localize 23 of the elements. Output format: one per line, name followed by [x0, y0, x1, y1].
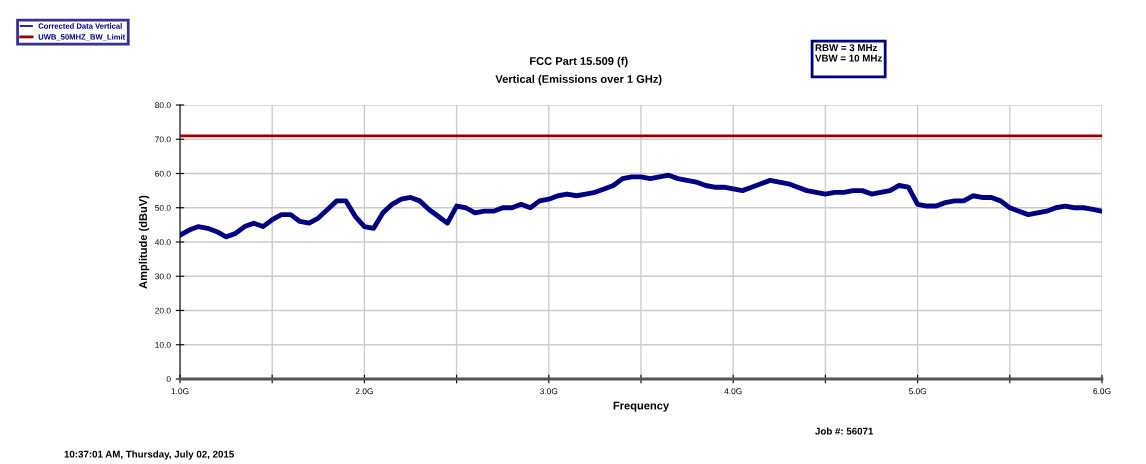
text: Job #: 56071 — [815, 427, 874, 435]
chart-subtitle: Vertical (Emissions over 1 GHz) — [495, 74, 662, 86]
x-axis-title: Frequency — [613, 401, 670, 412]
y-tick-label: 30.0 — [155, 273, 171, 280]
x-tick-label: 6.0G — [1093, 388, 1111, 395]
x-tick-label: 3.0G — [540, 388, 558, 395]
x-tick-label: 2.0G — [355, 388, 373, 395]
y-tick-label: 20.0 — [155, 307, 171, 314]
x-tick-label: 4.0G — [724, 388, 742, 395]
y-tick-label: 0 — [166, 376, 171, 383]
text: RBW = 3 MHz VBW = 10 MHz — [815, 44, 882, 62]
y-tick-label: 60.0 — [155, 170, 171, 177]
y-tick-label: 80.0 — [155, 102, 171, 109]
y-tick-label: 40.0 — [154, 239, 171, 246]
y-tick-label: 50.0 — [155, 204, 171, 211]
text: 10:37:01 AM, Thursday, July 02, 2015 — [64, 450, 234, 460]
line-series — [180, 172, 1102, 240]
x-tick-label: 5.0G — [908, 388, 927, 395]
y-axis-title: Amplitude (dBuV) — [138, 195, 150, 289]
x-tick-label: 1.0G — [171, 388, 189, 395]
chart-title: FCC Part 15.509 (f) — [530, 56, 628, 68]
y-tick-label: 10.0 — [155, 341, 171, 348]
y-tick-label: 70.0 — [155, 136, 171, 143]
